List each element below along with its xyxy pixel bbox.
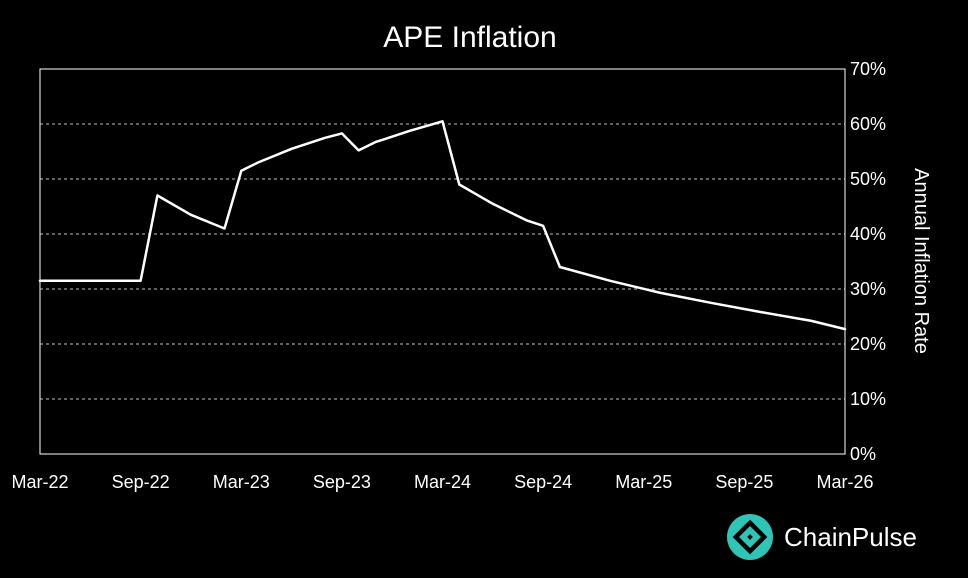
plot-frame: [39, 68, 846, 455]
y-tick-label: 50%: [850, 169, 886, 189]
y-tick-label: 30%: [850, 279, 886, 299]
x-tick-label: Mar-23: [213, 472, 270, 492]
y-tick-label: 10%: [850, 389, 886, 409]
series-layer: [38, 120, 847, 331]
y-tick-label: 0%: [850, 444, 876, 464]
y-tick-label: 40%: [850, 224, 886, 244]
y-axis-label: Annual Inflation Rate: [910, 168, 932, 354]
x-tick-label: Sep-22: [112, 472, 170, 492]
x-tick-label: Sep-23: [313, 472, 371, 492]
brand-logo: ChainPulse: [727, 514, 917, 560]
grid-lines: [40, 123, 845, 400]
chart-title: APE Inflation: [383, 21, 556, 54]
brand-name: ChainPulse: [784, 522, 917, 552]
y-tick-labels: 0% 10% 20% 30% 40% 50% 60% 70%: [850, 59, 886, 464]
y-tick-label: 70%: [850, 59, 886, 79]
y-tick-label: 60%: [850, 114, 886, 134]
inflation-series-line: [38, 120, 847, 331]
y-tick-label: 20%: [850, 334, 886, 354]
x-tick-labels: Mar-22 Sep-22 Mar-23 Sep-23 Mar-24 Sep-24 Mar-…: [11, 472, 873, 492]
x-tick-label: Mar-26: [816, 472, 873, 492]
x-tick-label: Mar-25: [615, 472, 672, 492]
x-tick-label: Sep-24: [514, 472, 572, 492]
chainpulse-logo-icon: [727, 514, 773, 560]
x-tick-label: Mar-22: [11, 472, 68, 492]
x-tick-label: Sep-25: [715, 472, 773, 492]
x-tick-label: Mar-24: [414, 472, 471, 492]
